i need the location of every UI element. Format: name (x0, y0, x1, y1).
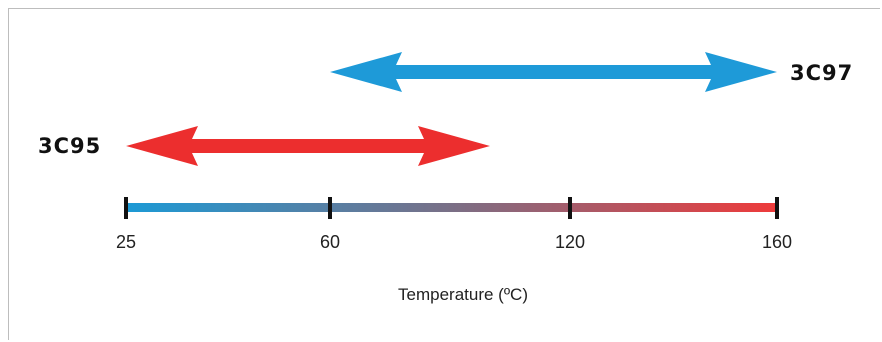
range-arrow-3c95 (126, 126, 490, 166)
axis-tick-label-160: 160 (762, 232, 792, 252)
temperature-axis-bar (124, 203, 778, 212)
axis-title: Temperature (ºC) (398, 285, 528, 304)
axis-ticks: 25 60 120 160 (116, 197, 792, 252)
axis-tick-label-60: 60 (320, 232, 340, 252)
axis-tick-120 (568, 197, 572, 219)
material-label-3c95: 3C95 (38, 134, 101, 158)
axis-tick-60 (328, 197, 332, 219)
range-arrow-3c97 (330, 52, 777, 92)
axis-tick-label-120: 120 (555, 232, 585, 252)
axis-tick-160 (775, 197, 779, 219)
axis-tick-label-25: 25 (116, 232, 136, 252)
figure-frame (8, 8, 880, 340)
axis-tick-25 (124, 197, 128, 219)
material-label-3c97: 3C97 (790, 61, 853, 85)
